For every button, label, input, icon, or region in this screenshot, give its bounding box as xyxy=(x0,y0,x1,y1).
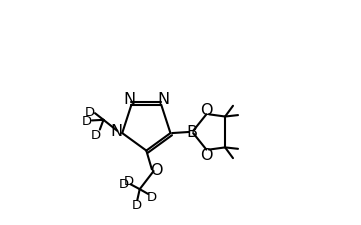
Text: D: D xyxy=(82,115,92,127)
Text: D: D xyxy=(147,190,157,203)
Text: B: B xyxy=(186,125,197,140)
Text: O: O xyxy=(200,103,213,117)
Text: N: N xyxy=(110,123,122,138)
Text: O: O xyxy=(200,147,213,162)
Text: O: O xyxy=(151,162,163,177)
Text: D: D xyxy=(132,198,142,211)
Text: D: D xyxy=(85,106,95,118)
Text: N: N xyxy=(157,91,169,106)
Text: D: D xyxy=(119,177,129,190)
Text: D: D xyxy=(91,128,101,141)
Text: N: N xyxy=(123,91,136,106)
Text: D: D xyxy=(123,175,134,187)
